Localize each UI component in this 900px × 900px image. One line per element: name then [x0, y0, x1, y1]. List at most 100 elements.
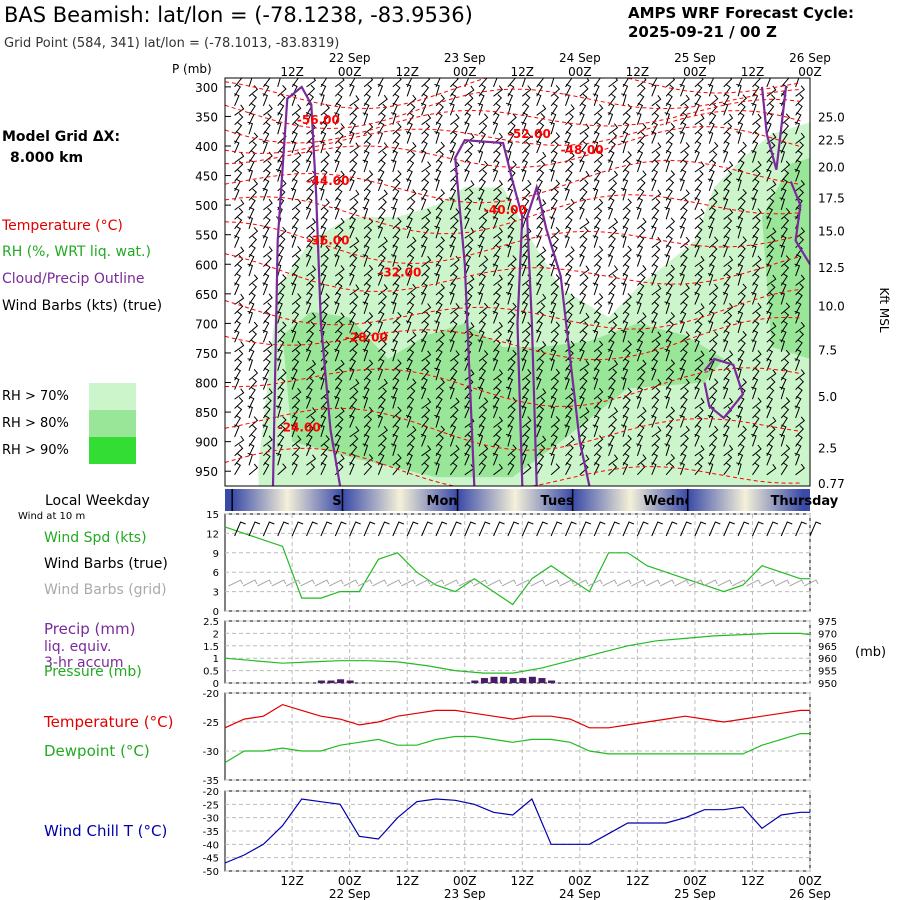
wind-barb: [809, 133, 810, 135]
panel-frame: [224, 790, 811, 872]
wind-barb: [536, 349, 546, 362]
wind-barb: [536, 140, 542, 154]
wind-barb: [723, 78, 733, 88]
wind-barb: [521, 443, 528, 457]
wind-barb: [608, 321, 618, 334]
wind-barb: [234, 358, 243, 372]
wind-barb: [593, 358, 602, 371]
wind-barb: [421, 113, 432, 126]
wind-barb: [378, 198, 387, 211]
wind-barb: [651, 310, 658, 324]
wind-barb: [334, 78, 345, 88]
wind-barb: [291, 151, 302, 163]
wind-barb: [651, 236, 662, 249]
wind-barb: [565, 396, 574, 409]
wind-barb: [651, 103, 661, 116]
wind-barb: [565, 225, 572, 239]
wind-barb: [550, 301, 557, 315]
wind-barb: [621, 282, 627, 296]
pressure-tick-label: 700: [195, 317, 218, 331]
wind-barb: [780, 264, 790, 277]
hour-tick-label: 00Z: [338, 874, 362, 888]
wind-barb: [593, 405, 602, 419]
precip-bar: [548, 680, 556, 683]
wind-barb: [737, 197, 746, 211]
wind-barb: [708, 189, 719, 201]
wind-barb: [392, 291, 398, 305]
wind-barb: [680, 245, 689, 258]
wind-barb: [651, 245, 661, 258]
grid-wind-barb: [731, 579, 747, 587]
wind-barb: [751, 433, 757, 447]
wind-barb: [349, 284, 360, 296]
wind-barb: [334, 188, 343, 201]
hour-tick-label: 12Z: [280, 874, 304, 888]
wind-barb: [478, 302, 489, 315]
wind-barb: [334, 415, 344, 428]
wind-barb: [593, 245, 604, 258]
wind-barb: [434, 178, 440, 192]
wind-barb: [406, 425, 417, 438]
kft-tick-label: 12.5: [818, 261, 845, 275]
wind-barb: [464, 188, 474, 201]
wind-barb: [320, 103, 330, 116]
wind-barb: [550, 339, 558, 353]
wind-barb: [565, 151, 575, 163]
wind-barb: [362, 443, 369, 456]
wind-barb: [449, 291, 455, 305]
wind-barb: [435, 452, 442, 466]
wind-barb: [622, 273, 629, 286]
wind-barb: [795, 301, 802, 315]
wind-barb: [464, 443, 472, 457]
wind-barb: [507, 462, 515, 476]
wind-barb: [390, 443, 397, 456]
wind-barb: [248, 434, 256, 447]
wind-barb: [263, 293, 273, 305]
wind-barb: [507, 140, 514, 154]
wind-barb: [621, 187, 627, 201]
grid-wind-barb: [703, 579, 718, 587]
wind-barb: [636, 424, 645, 438]
wind-barb: [349, 142, 360, 154]
wind-barb: [435, 358, 442, 371]
wind-barb: [622, 452, 630, 466]
wind-barb: [536, 199, 547, 211]
wind-barb: [305, 254, 312, 267]
wind-barb: [291, 263, 300, 277]
wind-barb: [680, 78, 686, 88]
wind-barb: [492, 168, 499, 182]
wind-barb: [248, 274, 259, 286]
temperature-contour-label: -32.00: [378, 266, 421, 280]
wind-barb: [377, 216, 385, 230]
wind-barb: [579, 159, 585, 173]
wind-barb: [464, 121, 470, 135]
wind-barb: [621, 93, 627, 106]
grid-wind-barb: [544, 579, 560, 587]
wind-barb: [679, 178, 685, 192]
wind-barb: [477, 244, 484, 258]
wind-barb: [392, 386, 398, 400]
wind-barb: [722, 386, 729, 400]
wind-barb: [405, 415, 412, 428]
wind-barb: [536, 435, 547, 447]
wind-barb: [248, 386, 256, 400]
wind-barb: [405, 367, 412, 381]
wind-barb: [651, 254, 660, 267]
wind-barb: [435, 245, 444, 258]
cloud-outline: [703, 357, 745, 420]
wind-barb: [780, 349, 791, 362]
wind-barb: [622, 198, 632, 211]
wind-barb: [794, 121, 801, 135]
wind-barb: [435, 378, 446, 390]
wind-barb: [651, 216, 658, 230]
wind-barb: [334, 93, 343, 107]
wind-barb: [306, 93, 314, 107]
wind-barb: [464, 141, 474, 154]
wind-barb: [263, 216, 271, 230]
wind-barb: [549, 121, 555, 135]
wind-barb: [608, 368, 618, 381]
wind-barb: [550, 386, 558, 400]
wind-barb: [550, 416, 561, 428]
pressure-label-text: Pressure (mb): [44, 664, 142, 680]
wind-barb: [377, 358, 385, 371]
